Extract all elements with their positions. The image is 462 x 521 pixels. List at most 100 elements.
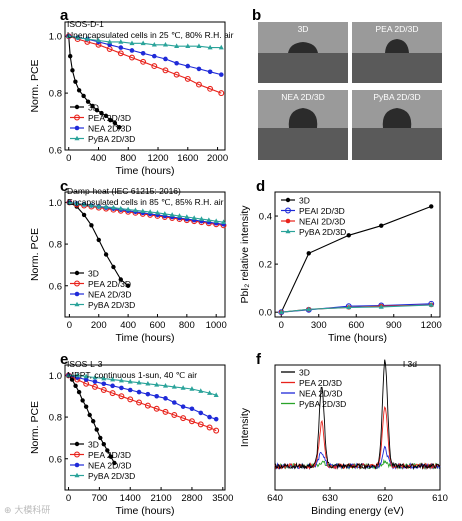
chart-d: 0 300 600 900 1200 0.0 0.2 0.4 Time (hours) PbI₂ … xyxy=(239,191,442,344)
legend-label-a: NEA 2D/3D xyxy=(88,123,131,133)
x-tick-label-a: 1200 xyxy=(147,153,168,164)
data-point-a-2 xyxy=(174,60,179,66)
data-point-a-0 xyxy=(94,107,100,113)
data-point-d-3 xyxy=(378,304,384,309)
data-point-e-3 xyxy=(118,377,124,383)
x-tick-label-c: 600 xyxy=(150,320,166,331)
data-point-e-3 xyxy=(189,386,195,391)
x-tick-label-c: 200 xyxy=(91,320,107,331)
data-point-d-3 xyxy=(278,309,284,314)
data-point-c-0 xyxy=(111,264,116,270)
data-point-a-1 xyxy=(151,63,158,70)
panel-letter-d: d xyxy=(256,178,265,195)
data-point-c-3 xyxy=(118,205,124,211)
photo-label-nea: NEA 2D/3D xyxy=(281,92,324,102)
legend-label-a: PEA 2D/3D xyxy=(88,113,131,123)
legend-marker-d xyxy=(285,228,291,234)
legend-label-f: NEA 2D/3D xyxy=(299,388,342,398)
x-tick-label-c: 400 xyxy=(120,320,136,331)
x-axis-label-f: Binding energy (eV) xyxy=(311,505,404,517)
data-point-e-1 xyxy=(153,405,160,412)
x-tick-label-a: 800 xyxy=(120,153,136,164)
data-point-c-3 xyxy=(88,202,94,208)
data-point-c-3 xyxy=(213,218,219,223)
data-point-e-3 xyxy=(180,385,186,390)
data-point-a-1 xyxy=(162,67,169,74)
photo-pyba-substrate xyxy=(352,128,442,160)
data-point-e-1 xyxy=(206,424,213,431)
data-point-e-2 xyxy=(213,416,219,422)
x-tick-label-c: 0 xyxy=(67,320,72,331)
x-tick-label-e: 3500 xyxy=(212,493,233,504)
data-point-a-2 xyxy=(207,69,213,75)
data-point-c-3 xyxy=(132,207,138,213)
x-axis-label-c: Time (hours) xyxy=(115,332,174,344)
data-point-c-3 xyxy=(74,200,80,206)
photo-label-3d: 3D xyxy=(298,24,309,34)
y-tick-label-e: 1.0 xyxy=(49,371,62,382)
panel-letter-c: c xyxy=(60,178,68,195)
data-point-d-3 xyxy=(346,304,352,310)
legend-marker-d xyxy=(285,207,291,214)
data-point-e-1 xyxy=(118,393,125,400)
legend-label-c: NEA 2D/3D xyxy=(88,289,131,299)
legend-label-f: PEA 2D/3D xyxy=(299,378,342,388)
data-point-a-3 xyxy=(218,44,224,50)
data-point-e-2 xyxy=(127,387,133,393)
data-point-a-0 xyxy=(73,79,78,84)
data-point-c-0 xyxy=(81,212,87,218)
x-tick-label-a: 1600 xyxy=(177,153,198,164)
data-point-c-0 xyxy=(103,252,109,257)
data-point-c-3 xyxy=(96,203,102,209)
data-point-a-0 xyxy=(108,117,113,123)
legend-marker-a xyxy=(74,114,80,121)
y-tick-label-e: 0.8 xyxy=(49,413,62,424)
legend-marker-c xyxy=(74,270,80,276)
x-tick-label-f: 610 xyxy=(432,493,448,504)
legend-marker-c xyxy=(74,280,80,287)
data-point-a-0 xyxy=(76,88,82,93)
legend-label-e: PEA 2D/3D xyxy=(88,450,131,460)
data-point-e-2 xyxy=(110,383,115,389)
y-tick-label-a: 0.8 xyxy=(49,89,62,100)
x-tick-label-d: 900 xyxy=(386,320,402,331)
data-point-a-2 xyxy=(196,66,202,72)
data-point-e-3 xyxy=(213,392,219,398)
annotation-f-1: I 3d xyxy=(403,359,417,369)
data-point-e-0 xyxy=(73,383,78,389)
x-tick-label-f: 630 xyxy=(322,493,338,504)
photo-pea-substrate xyxy=(352,53,442,83)
data-point-c-3 xyxy=(169,212,175,217)
series-line-c-3 xyxy=(69,201,224,223)
data-point-c-3 xyxy=(191,215,197,220)
contact-angle-photos: 3D PEA 2D/3D NEA 2D/3D PyBA 2D/3D xyxy=(258,22,442,160)
data-point-a-3 xyxy=(151,41,157,47)
legend-marker-a xyxy=(74,135,80,141)
data-point-e-3 xyxy=(92,374,98,380)
data-point-d-3 xyxy=(428,302,434,307)
x-tick-label-c: 1000 xyxy=(206,320,227,331)
data-point-c-3 xyxy=(154,210,160,215)
legend-label-e: 3D xyxy=(88,439,99,449)
data-point-c-0 xyxy=(89,223,94,228)
data-point-a-3 xyxy=(196,43,202,48)
plot-frame-f xyxy=(274,364,441,491)
x-tick-label-a: 400 xyxy=(91,153,107,164)
legend-marker-c xyxy=(74,291,80,297)
legend-label-c: PEA 2D/3D xyxy=(88,279,131,289)
data-point-e-2 xyxy=(207,414,212,420)
data-point-e-1 xyxy=(92,383,98,390)
spectrum-0 xyxy=(274,359,441,471)
data-point-e-3 xyxy=(66,372,72,378)
x-tick-label-e: 2100 xyxy=(151,493,172,504)
data-point-e-3 xyxy=(74,372,80,378)
legend-label-d: 3D xyxy=(299,195,310,205)
data-point-e-2 xyxy=(145,391,151,397)
x-tick-label-e: 2800 xyxy=(181,493,202,504)
data-point-a-2 xyxy=(163,56,168,62)
data-point-d-0 xyxy=(306,251,311,256)
data-point-a-2 xyxy=(118,45,124,50)
data-point-e-0 xyxy=(69,377,75,382)
data-point-e-0 xyxy=(105,448,110,453)
legend-label-e: NEA 2D/3D xyxy=(88,460,131,470)
